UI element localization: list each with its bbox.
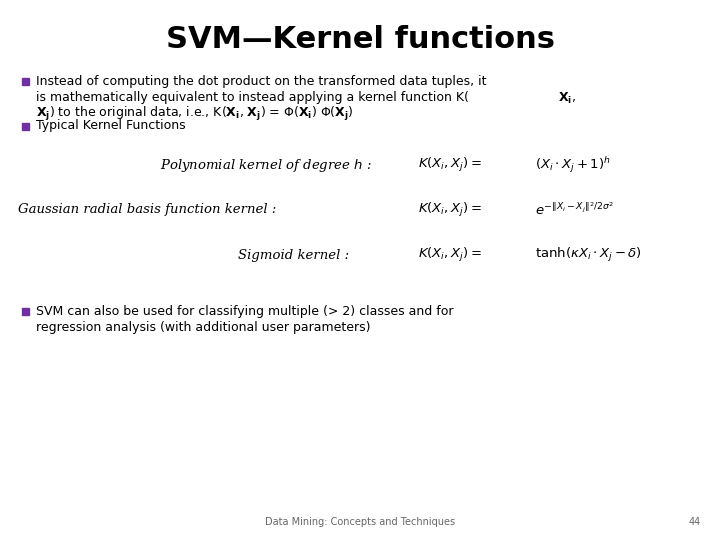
Bar bbox=[22, 123, 29, 130]
Text: $e^{-\|X_i-X_j\|^2/2\sigma^2}$: $e^{-\|X_i-X_j\|^2/2\sigma^2}$ bbox=[535, 201, 614, 218]
Text: SVM can also be used for classifying multiple (> 2) classes and for: SVM can also be used for classifying mul… bbox=[36, 305, 454, 318]
Text: 44: 44 bbox=[689, 517, 701, 527]
Bar bbox=[22, 78, 29, 85]
Text: Gaussian radial basis function kernel :: Gaussian radial basis function kernel : bbox=[18, 204, 276, 217]
Text: regression analysis (with additional user parameters): regression analysis (with additional use… bbox=[36, 321, 371, 334]
Text: Typical Kernel Functions: Typical Kernel Functions bbox=[36, 119, 186, 132]
Text: $K(X_i, X_j) = $: $K(X_i, X_j) = $ bbox=[418, 201, 482, 219]
Text: Instead of computing the dot product on the transformed data tuples, it: Instead of computing the dot product on … bbox=[36, 76, 487, 89]
Text: is mathematically equivalent to instead applying a kernel function K(: is mathematically equivalent to instead … bbox=[36, 91, 469, 105]
Text: $\mathbf{X_i}$,: $\mathbf{X_i}$, bbox=[558, 90, 576, 105]
Bar bbox=[22, 308, 29, 315]
Text: Data Mining: Concepts and Techniques: Data Mining: Concepts and Techniques bbox=[265, 517, 455, 527]
Text: $K(X_i, X_j) = $: $K(X_i, X_j) = $ bbox=[418, 156, 482, 174]
Text: SVM—Kernel functions: SVM—Kernel functions bbox=[166, 25, 554, 55]
Text: $K(X_i, X_j) = $: $K(X_i, X_j) = $ bbox=[418, 246, 482, 264]
Text: $(X_i \cdot X_j+1)^h$: $(X_i \cdot X_j+1)^h$ bbox=[535, 155, 611, 175]
Text: Sigmoid kernel :: Sigmoid kernel : bbox=[238, 248, 349, 261]
Text: Polynomial kernel of degree $h$ :: Polynomial kernel of degree $h$ : bbox=[160, 157, 372, 173]
Text: $\mathbf{X_j}$) to the original data, i.e., K($\mathbf{X_i}$, $\mathbf{X_j}$) = : $\mathbf{X_j}$) to the original data, i.… bbox=[36, 105, 354, 123]
Text: $\tanh(\kappa X_i \cdot X_j - \delta)$: $\tanh(\kappa X_i \cdot X_j - \delta)$ bbox=[535, 246, 642, 264]
